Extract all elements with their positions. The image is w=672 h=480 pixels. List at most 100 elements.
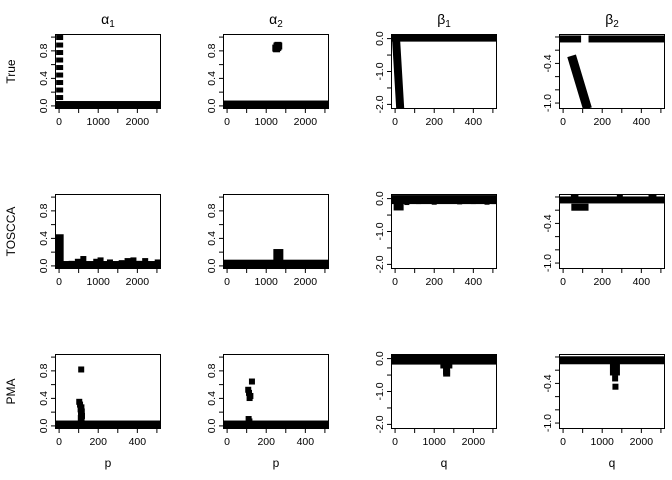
y-tick-label: 0.8 (206, 43, 218, 58)
scatter-point (151, 264, 158, 269)
y-tick-label: 0.0 (206, 418, 218, 433)
scatter-point (61, 264, 68, 269)
x-axis: 0 200 400 (560, 109, 662, 128)
scatter-point (484, 199, 490, 205)
scatter-point (147, 261, 154, 268)
panel-toscca-alpha2: 0 1000 2000 0.0 0.4 0.8 (206, 194, 329, 288)
scatter-point (404, 200, 410, 206)
x-tick-label: 200 (257, 436, 275, 448)
x-tick-label: 1000 (255, 276, 279, 288)
scatter-point (612, 375, 619, 382)
scatter-band (391, 34, 497, 42)
data-marks (391, 354, 497, 377)
scatter-cluster (393, 201, 404, 211)
x-tick-label: 1000 (255, 116, 279, 128)
plot-box (55, 34, 161, 109)
x-tick-label: 0 (392, 116, 398, 128)
scatter-band (559, 196, 665, 204)
x-tick-label: 200 (425, 116, 443, 128)
y-tick-label: -2.0 (374, 95, 386, 113)
scatter-point (56, 72, 64, 78)
x-tick-label: 200 (593, 276, 611, 288)
data-marks (223, 249, 329, 269)
scatter-band (223, 420, 329, 429)
scatter-point (56, 57, 64, 63)
scatter-point (612, 383, 619, 390)
x-tick-label: 1000 (423, 436, 447, 448)
scatter-point (56, 35, 64, 41)
row-label: TOSCCA (4, 207, 18, 257)
x-tick-label: 200 (593, 116, 611, 128)
y-tick-label: 0.0 (374, 191, 386, 206)
y-axis: -0.4 -1.0 (542, 356, 559, 432)
scatter-band (588, 35, 665, 43)
x-tick-label: 2000 (294, 116, 318, 128)
x-tick-label: 2000 (126, 116, 150, 128)
x-tick-label: 2000 (630, 436, 654, 448)
scatter-point (616, 194, 623, 201)
data-marks (391, 195, 497, 211)
x-tick-label: 0 (392, 276, 398, 288)
x-tick-label: 0 (560, 276, 566, 288)
scatter-point (246, 389, 253, 396)
x-tick-label: 200 (425, 276, 443, 288)
y-axis: -0.4 -1.0 (542, 196, 559, 272)
panel-title: α2 (269, 11, 283, 30)
x-axis: 0 1000 2000 (392, 429, 494, 448)
y-tick-label: -1.0 (374, 222, 386, 240)
x-axis-label: p (273, 456, 280, 470)
y-tick-label: 0.8 (38, 203, 50, 218)
data-marks (55, 234, 161, 269)
scatter-point (470, 199, 476, 205)
scatter-point (97, 257, 104, 264)
y-tick-label: 0.0 (38, 418, 50, 433)
y-tick-label: 0.0 (38, 258, 50, 273)
x-tick-label: 0 (224, 276, 230, 288)
x-axis: 0 1000 2000 (560, 429, 662, 448)
scatter-run (391, 35, 405, 109)
x-tick-label: 2000 (126, 276, 150, 288)
y-tick-label: -1.0 (542, 94, 554, 112)
scatter-point (572, 194, 579, 201)
data-marks (55, 35, 161, 109)
scatter-point (112, 261, 119, 268)
x-tick-label: 200 (89, 436, 107, 448)
scatter-point (118, 260, 125, 267)
scatter-point (124, 258, 131, 265)
scatter-point (56, 50, 64, 56)
scatter-point (610, 367, 617, 374)
panel-title: β2 (605, 11, 619, 30)
x-tick-label: 0 (224, 436, 230, 448)
x-tick-label: 400 (633, 276, 651, 288)
y-tick-label: -1.0 (374, 382, 386, 400)
x-axis: 0 200 400 (56, 429, 158, 448)
scatter-point (130, 257, 137, 264)
scatter-band (55, 101, 161, 109)
panel-pma-beta2: 0 1000 2000 -0.4 -1.0 q (542, 354, 665, 470)
scatter-point (275, 42, 283, 50)
x-tick-label: 1000 (87, 116, 111, 128)
y-tick-label: 0.8 (206, 363, 218, 378)
plot-box (55, 354, 161, 429)
scatter-point (78, 366, 85, 373)
scatter-run (567, 54, 592, 109)
scatter-point (431, 199, 437, 205)
x-tick-label: 0 (56, 116, 62, 128)
scatter-point (443, 198, 449, 204)
scatter-band (223, 100, 329, 109)
y-tick-label: 0.8 (38, 363, 50, 378)
x-tick-label: 0 (56, 276, 62, 288)
panel-true-beta1: 0 200 400 0.0 -1.0 -2.0 β1 (374, 11, 497, 128)
y-tick-label: -2.0 (374, 255, 386, 273)
scatter-point (56, 65, 64, 71)
scatter-point (68, 260, 75, 267)
plot-box (391, 34, 497, 109)
x-tick-label: 1000 (591, 436, 615, 448)
scatter-band (559, 356, 665, 365)
x-tick-label: 400 (633, 116, 651, 128)
y-axis: 0.0 -1.0 -2.0 (374, 31, 391, 113)
scatter-band (55, 420, 161, 429)
scatter-point (87, 261, 94, 268)
y-tick-label: 0.4 (206, 391, 218, 406)
